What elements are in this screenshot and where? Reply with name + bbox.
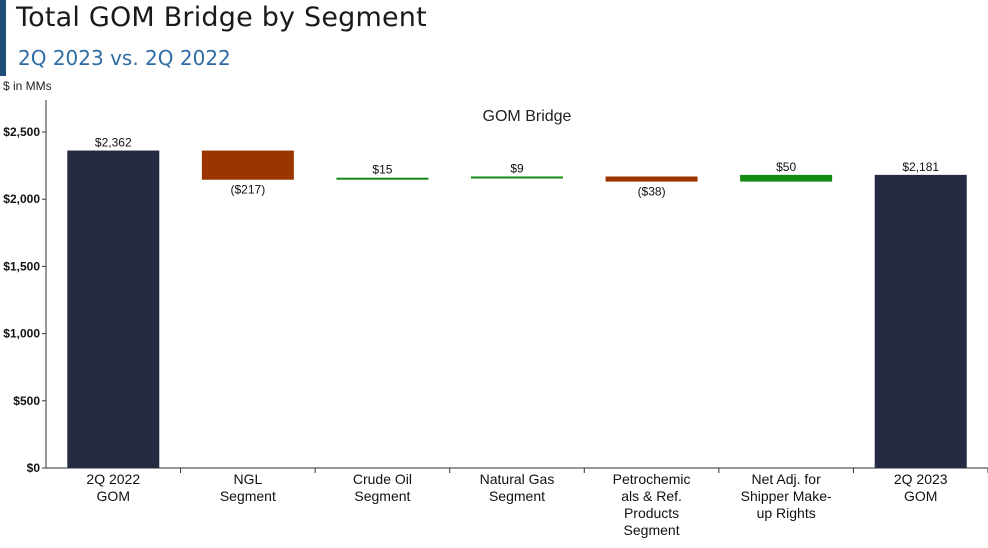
data-labels: $2,362 ($217) $15 $9 ($38) $50 $2,181 [95,136,939,199]
category-label-line: Products [624,505,679,521]
category-label-line: Segment [220,488,276,504]
page-title: Total GOM Bridge by Segment [16,2,427,33]
y-tick-label: $0 [27,461,41,475]
unit-label: $ in MMs [3,79,52,93]
category-label-line: Net Adj. for [752,471,822,487]
bars [67,150,967,469]
bar-1 [201,150,294,180]
title-accent-bar [0,0,6,76]
y-tick-label: $1,500 [3,259,40,273]
y-tick-label: $500 [13,394,40,408]
category-label: Petrochemic als & Ref. Products Segment [613,471,691,538]
category-label-line: 2Q 2022 [86,471,140,487]
category-label-line: Crude Oil [353,471,412,487]
data-label: $2,181 [902,160,939,174]
category-label: 2Q 2022 GOM [86,471,140,504]
data-label: ($38) [638,185,666,199]
data-label: $50 [776,160,796,174]
category-label-line: Segment [489,488,545,504]
category-label-line: Natural Gas [480,471,555,487]
bar-0 [67,150,160,469]
y-axis: $0 $500 $1,000 $1,500 $2,000 $2,500 [3,100,988,475]
data-label: ($217) [231,183,266,197]
chart-title: GOM Bridge [483,108,572,125]
data-label: $2,362 [95,136,132,150]
data-label: $9 [510,161,524,175]
category-label-line: up Rights [757,505,816,521]
category-label-line: Petrochemic [613,471,691,487]
bar-4 [605,176,698,182]
category-label-line: Segment [354,488,410,504]
y-tick-label: $2,500 [3,125,40,139]
category-label: Natural Gas Segment [480,471,555,504]
bar-6 [874,174,967,468]
bar-2 [336,177,429,180]
category-label-line: GOM [97,488,130,504]
category-label-line: als & Ref. [621,488,682,504]
category-label: Net Adj. for Shipper Make-up Rights [741,471,832,521]
page-subtitle: 2Q 2023 vs. 2Q 2022 [18,46,231,70]
category-label-line: Shipper Make- [741,488,832,504]
category-label: 2Q 2023 GOM [894,471,948,504]
category-label: Crude Oil Segment [353,471,412,504]
data-label: $15 [372,163,392,177]
category-label-line: 2Q 2023 [894,471,948,487]
bar-5 [740,174,833,182]
category-label-line: NGL [233,471,262,487]
category-label-line: GOM [904,488,937,504]
y-tick-label: $2,000 [3,192,40,206]
category-label-line: Segment [624,522,680,538]
bar-3 [471,176,563,179]
category-label: NGL Segment [220,471,276,504]
y-tick-label: $1,000 [3,327,40,341]
